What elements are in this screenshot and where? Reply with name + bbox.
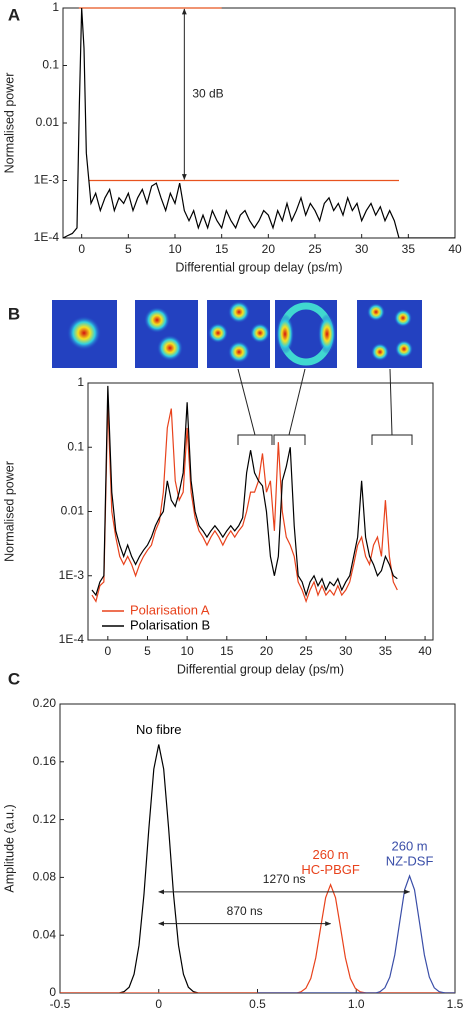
mode-lobe: [228, 301, 250, 323]
mode-lobe: [208, 323, 228, 343]
y-tick-label: 0.20: [33, 696, 57, 710]
bracket-link: [389, 368, 393, 436]
series-label: 260 m: [313, 847, 349, 862]
x-tick-label: 40: [418, 644, 432, 658]
panel-label: C: [8, 669, 20, 688]
x-tick-label: 40: [448, 242, 462, 256]
series-label: 260 m: [392, 838, 428, 853]
mode-lobe: [228, 341, 250, 363]
mode-lobe: [394, 309, 412, 327]
x-tick-label: 15: [215, 242, 229, 256]
interval-label: 1270 ns: [263, 872, 306, 886]
mode-lobe: [250, 323, 270, 343]
series-line: [63, 7, 455, 238]
x-tick-label: 25: [299, 644, 313, 658]
y-tick-label: 1E-4: [34, 230, 60, 244]
series-line: [91, 385, 398, 598]
panel-label: B: [8, 304, 20, 323]
x-tick-label: -0.5: [50, 997, 71, 1011]
x-tick-label: 0.5: [249, 997, 266, 1011]
x-tick-label: 10: [168, 242, 182, 256]
x-tick-label: 15: [220, 644, 234, 658]
annotation-label: 30 dB: [192, 86, 223, 100]
mode-brackets: [237, 368, 413, 445]
interval-label: 870 ns: [227, 904, 263, 918]
y-tick-label: 0.08: [33, 870, 57, 884]
x-tick-label: 0: [155, 997, 162, 1011]
mode-lobe: [318, 314, 336, 354]
y-axis-title: Normalised power: [2, 461, 16, 562]
x-tick-label: 0: [78, 242, 85, 256]
series-label: No fibre: [136, 722, 182, 737]
mode-lobe: [157, 335, 183, 361]
mode-lobe: [371, 343, 389, 361]
y-tick-label: 0.04: [33, 927, 57, 941]
y-tick-label: 1E-3: [34, 173, 60, 187]
y-tick-label: 1E-3: [59, 568, 85, 582]
series-line: [60, 744, 455, 993]
y-tick-label: 0.16: [33, 754, 57, 768]
y-tick-label: 0.01: [36, 115, 60, 129]
series-label: NZ-DSF: [386, 853, 434, 868]
panel-label: A: [8, 5, 20, 24]
panel: B 0 5 10 15 20 25 30 35 40 1 0.1 0.01 1E-3 1E-4 Differe…: [2, 304, 434, 676]
bracket-link: [237, 368, 256, 436]
series-line: [60, 882, 455, 993]
x-tick-label: 20: [262, 242, 276, 256]
y-tick-label: 1: [77, 375, 84, 389]
x-tick-label: 30: [355, 242, 369, 256]
x-tick-label: 35: [379, 644, 393, 658]
y-tick-label: 0.01: [61, 504, 85, 518]
bracket: [237, 434, 273, 445]
mode-images: [52, 300, 422, 368]
x-axis-title: Differential group delay (ps/m): [177, 662, 344, 676]
y-tick-label: 1: [52, 0, 59, 14]
panel: A 0 5 10 15 20 25 30 35 40 1 0.1 0.01 1E-3 1E-4 Differe…: [2, 0, 462, 274]
y-tick-label: 0: [49, 985, 56, 999]
x-tick-label: 35: [402, 242, 416, 256]
x-tick-label: 20: [260, 644, 274, 658]
series-label: HC-PBGF: [301, 862, 360, 877]
mode-image: [357, 300, 422, 368]
x-tick-label: 1.0: [348, 997, 365, 1011]
y-tick-label: 0.12: [33, 812, 57, 826]
x-tick-label: 1.5: [447, 997, 463, 1011]
x-tick-label: 5: [125, 242, 132, 256]
series-line: [257, 874, 455, 993]
y-axis-title: Amplitude (a.u.): [2, 804, 16, 892]
mode-lobe: [395, 340, 413, 358]
plot-frame: [87, 382, 434, 641]
mode-lobe: [276, 314, 294, 354]
legend-label: Polarisation A: [130, 602, 210, 617]
legend-label: Polarisation B: [130, 617, 210, 632]
series-line: [91, 402, 398, 604]
y-tick-label: 0.1: [42, 58, 59, 72]
panel: C-0.500.51.01.500.040.080.120.160.20Time…: [2, 669, 463, 1011]
mode-lobe: [367, 303, 385, 321]
mode-lobe: [144, 307, 170, 333]
bracket: [371, 434, 413, 445]
x-tick-label: 25: [308, 242, 322, 256]
y-axis-title: Normalised power: [2, 73, 16, 174]
plot-frame: [62, 7, 456, 239]
x-tick-label: 5: [144, 644, 151, 658]
bracket-link: [288, 368, 306, 436]
x-tick-label: 10: [180, 644, 194, 658]
x-tick-label: 0: [104, 644, 111, 658]
y-tick-label: 0.1: [67, 439, 84, 453]
x-axis-title: Differential group delay (ps/m): [175, 260, 342, 274]
x-tick-label: 30: [339, 644, 353, 658]
y-tick-label: 1E-4: [59, 632, 85, 646]
mode-lobe: [67, 316, 101, 350]
